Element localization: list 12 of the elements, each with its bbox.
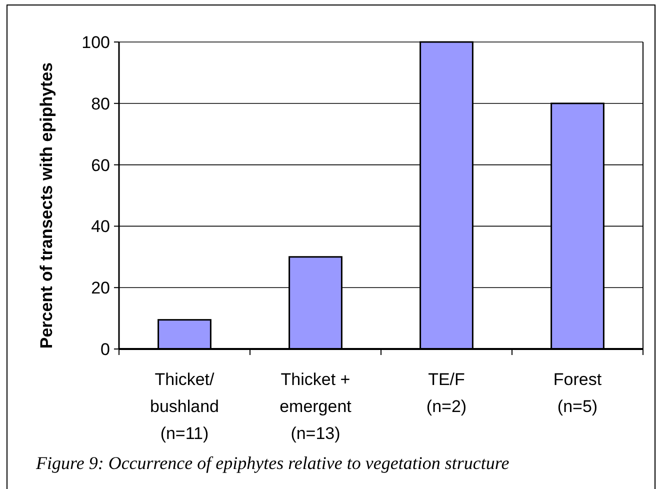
y-tick-label: 100 [82,32,110,52]
y-tick-label: 60 [91,156,110,175]
x-tick-label: Forest (n=5) [553,370,602,416]
y-tick-label: 40 [91,217,110,236]
x-tick-label: TE/F (n=2) [426,370,467,416]
y-tick-label: 0 [100,340,110,359]
y-tick-label: 80 [91,94,110,114]
x-tick-label: Thicket/ bushland (n=11) [150,370,220,443]
x-tick-label: Thicket + emergent (n=13) [280,370,352,443]
y-tick-label: 20 [91,278,110,298]
y-axis-title: Percent of transects with epiphytes [37,62,56,349]
caption: Figure 9: Occurrence of epiphytes relative to vegetation structure [35,453,510,473]
